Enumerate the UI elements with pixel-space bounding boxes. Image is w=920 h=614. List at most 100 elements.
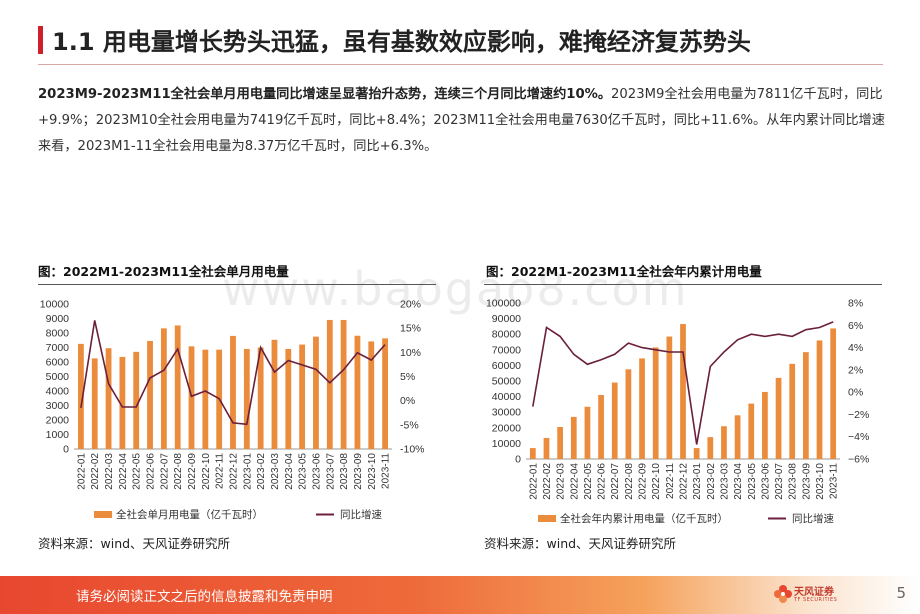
x-tick-label: 2023-09 [353, 453, 364, 490]
x-tick-label: 2023-08 [788, 463, 799, 500]
legend-line-label: 同比增速 [340, 508, 382, 521]
y-tick-label: 100000 [486, 298, 521, 310]
x-tick-label: 2022-06 [597, 463, 608, 500]
y2-tick-label: 2% [848, 364, 863, 376]
bar [584, 406, 591, 459]
bar [243, 348, 250, 449]
x-tick-label: 2022-11 [215, 453, 226, 489]
y-tick-label: 10000 [492, 438, 521, 450]
bar [762, 391, 768, 459]
bar [789, 363, 796, 459]
x-tick-label: 2023-04 [284, 453, 295, 490]
x-tick-label: 2022-02 [90, 453, 101, 490]
bar [611, 382, 618, 459]
bar [652, 347, 659, 459]
x-tick-label: 2023-01 [692, 463, 703, 500]
bar [625, 369, 632, 459]
summary-bold-text: 2023M9-2023M11全社会单月用电量同比增速呈显著抬升态势，连续三个月同… [38, 87, 612, 102]
y-tick-label: 3000 [46, 400, 70, 412]
x-tick-label: 2023-10 [367, 453, 378, 490]
x-tick-label: 2023-01 [242, 453, 253, 490]
y-tick-label: 6000 [46, 357, 70, 369]
title-divider [38, 64, 883, 65]
y-tick-label: 0 [515, 454, 521, 466]
y-tick-label: 70000 [492, 344, 521, 356]
y-tick-label: 20000 [492, 422, 521, 434]
bar [816, 340, 823, 459]
x-tick-label: 2022-08 [624, 463, 635, 500]
x-tick-label: 2023-05 [747, 463, 758, 500]
disclaimer-link[interactable]: 请务必阅读正文之后的信息披露和免责申明 [76, 589, 333, 605]
x-tick-label: 2023-11 [381, 453, 392, 489]
y2-tick-label: 4% [848, 342, 863, 354]
watermark: www.baogao8.com [222, 262, 689, 316]
y2-tick-label: -10% [400, 444, 425, 456]
bar [78, 343, 84, 449]
y-tick-label: 5000 [46, 371, 70, 383]
bar [271, 339, 278, 449]
bar [748, 403, 755, 459]
bar [570, 416, 577, 459]
y-tick-label: 10000 [40, 299, 69, 311]
legend-bar-swatch [94, 511, 112, 518]
logo-text: 天风证券 [794, 587, 834, 598]
bar [133, 351, 140, 449]
x-tick-label: 2023-11 [829, 463, 840, 499]
x-tick-label: 2022-08 [173, 453, 184, 490]
y-tick-label: 8000 [46, 328, 70, 340]
x-tick-label: 2023-04 [733, 463, 744, 500]
bar [639, 358, 645, 459]
x-tick-label: 2022-01 [76, 453, 87, 490]
x-tick-label: 2022-09 [187, 453, 198, 490]
y-tick-label: 2000 [46, 415, 70, 427]
bar [313, 336, 319, 449]
bar [91, 358, 98, 449]
bar [147, 340, 153, 449]
x-tick-label: 2023-09 [801, 463, 812, 500]
y-tick-label: 7000 [46, 342, 70, 354]
x-tick-label: 2023-02 [256, 453, 267, 490]
x-tick-label: 2022-04 [569, 463, 580, 500]
y-tick-label: 50000 [492, 376, 521, 388]
x-tick-label: 2022-02 [542, 463, 553, 500]
x-tick-label: 2022-06 [146, 453, 157, 490]
y-tick-label: 1000 [46, 429, 70, 441]
y2-tick-label: 10% [400, 347, 421, 359]
chart1-title-rule [38, 284, 436, 285]
bar [257, 347, 264, 449]
bar [188, 346, 195, 449]
x-tick-label: 2023-06 [760, 463, 771, 500]
bar [105, 348, 112, 449]
x-tick-label: 2022-05 [132, 453, 143, 490]
chart2-title-rule [484, 284, 882, 285]
growth-line [80, 320, 386, 426]
x-tick-label: 2023-06 [311, 453, 322, 490]
x-tick-label: 2022-03 [104, 453, 115, 490]
y-tick-label: 40000 [492, 391, 521, 403]
y2-tick-label: 0% [400, 395, 415, 407]
x-tick-label: 2023-03 [270, 453, 281, 490]
x-tick-label: 2023-08 [339, 453, 350, 490]
chart1-source: 资料来源：wind、天风证券研究所 [38, 536, 231, 551]
chart2-cumulative-consumption: 0 10000 20000 30000 40000 50000 60000 70000 8000… [486, 298, 869, 526]
chart1-title: 图：2022M1-2023M11全社会单月用电量 [38, 264, 289, 279]
x-tick-label: 2022-04 [118, 453, 129, 490]
bar [354, 335, 361, 449]
x-tick-label: 2022-12 [229, 453, 240, 490]
x-tick-label: 2022-11 [665, 463, 676, 499]
bar [666, 336, 673, 459]
x-tick-label: 2022-07 [159, 453, 170, 490]
bar [830, 328, 837, 459]
bar [543, 437, 550, 459]
bar [680, 324, 686, 459]
y-tick-label: 0 [63, 444, 69, 456]
bar [299, 344, 306, 449]
summary-rest-text: 2023M9全社会用电量为7811亿千瓦时，同比+9.9%；2023M10全社会… [38, 87, 885, 154]
y2-tick-label: 6% [848, 320, 863, 332]
x-tick-label: 2022-10 [201, 453, 212, 490]
y-tick-label: 80000 [492, 329, 521, 341]
x-tick-label: 2023-07 [774, 463, 785, 500]
bar [326, 319, 333, 449]
flower-icon [774, 585, 792, 603]
summary-paragraph: 2023M9-2023M11全社会单月用电量同比增速呈显著抬升态势，连续三个月同… [38, 82, 890, 160]
